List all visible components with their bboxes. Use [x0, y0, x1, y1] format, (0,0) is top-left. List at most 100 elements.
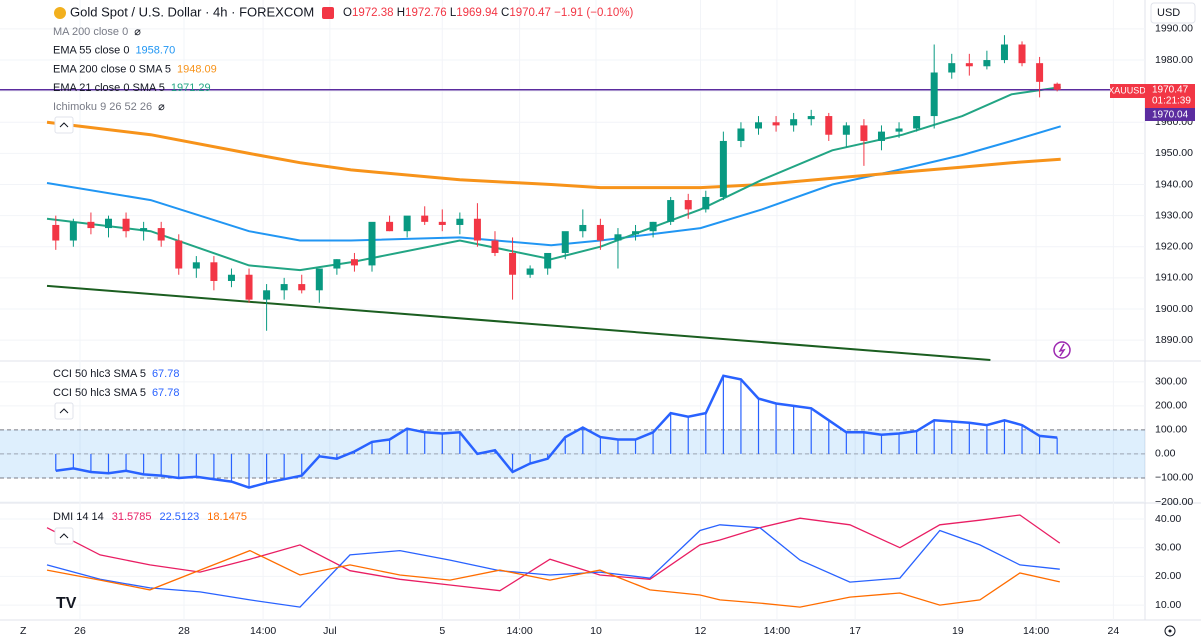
candle-body — [140, 228, 148, 232]
symbol-title[interactable]: Gold Spot / U.S. Dollar · 4h · FOREXCOM — [70, 4, 314, 19]
candle-body — [157, 228, 165, 241]
candle-body — [596, 224, 604, 241]
collapse-button[interactable] — [54, 402, 74, 420]
stat-label: O — [343, 7, 352, 19]
candle-body — [913, 116, 921, 129]
stat-value: 1972.38 — [352, 7, 394, 19]
symbol-icon — [54, 7, 66, 19]
x-tick-label: 24 — [1108, 625, 1120, 637]
stat-value: 1972.76 — [405, 7, 447, 19]
candle-body — [614, 234, 622, 241]
candle-body — [210, 262, 218, 281]
y-tick-label: 200.00 — [1155, 400, 1187, 412]
x-tick-label: 14:00 — [506, 625, 532, 637]
stat-label: H — [397, 7, 405, 19]
x-tick-label: 28 — [178, 625, 190, 637]
candle-body — [227, 274, 235, 281]
candle-body — [1018, 44, 1026, 64]
settings-icon[interactable] — [1164, 625, 1176, 637]
candle-body — [386, 221, 394, 232]
collapse-button[interactable] — [54, 527, 74, 545]
y-tick-label: 300.00 — [1155, 376, 1187, 388]
candle-body — [807, 116, 815, 120]
y-tick-label: 20.00 — [1155, 570, 1181, 582]
collapse-button[interactable] — [54, 116, 74, 134]
indicator-legend: CCI 50 hlc3 SMA 5 67.78 — [53, 368, 179, 380]
candle-body — [702, 196, 710, 210]
x-tick-label: 17 — [849, 625, 861, 637]
candle-body — [948, 63, 956, 73]
indicator-value: 22.5123 — [160, 511, 200, 523]
market-status[interactable] — [322, 7, 334, 19]
x-tick-label: Jul — [323, 625, 336, 637]
candle-body — [579, 224, 587, 232]
y-tick-label: 1950.00 — [1155, 147, 1193, 159]
candle-body — [491, 240, 499, 253]
y-tick-label: 100.00 — [1155, 424, 1187, 436]
candle-body — [526, 268, 534, 275]
dmi-line — [46, 549, 1060, 608]
candle-body — [561, 231, 569, 253]
x-tick-label: 5 — [439, 625, 445, 637]
indicator-value: 1971.29 — [171, 82, 211, 94]
dmi-line — [46, 524, 1060, 608]
x-tick-label: 19 — [952, 625, 964, 637]
candle-body — [895, 128, 903, 132]
candle-body — [930, 72, 938, 117]
candle-body — [368, 221, 376, 266]
logo[interactable]: TV — [56, 595, 77, 612]
indicator-legend: EMA 200 close 0 SMA 5 1948.09 — [53, 63, 217, 75]
candle-body — [192, 262, 200, 269]
candle-body — [860, 125, 868, 141]
candle-body — [245, 274, 253, 300]
candle-body — [333, 259, 341, 269]
alert-icon[interactable] — [1053, 341, 1071, 359]
hidden-icon: ⌀ — [134, 26, 141, 38]
zoom-button[interactable]: Z — [20, 625, 27, 637]
candle-body — [825, 116, 833, 135]
hidden-icon: ⌀ — [158, 101, 165, 113]
moving-average — [46, 86, 1061, 272]
candle-body — [122, 218, 130, 232]
x-tick-label: 10 — [590, 625, 602, 637]
candle-body — [403, 215, 411, 232]
stat-value: 1969.94 — [456, 7, 498, 19]
candle-body — [280, 284, 288, 291]
indicator-name: DMI 14 14 — [53, 511, 104, 523]
candle-body — [965, 63, 973, 67]
candle-body — [104, 218, 112, 229]
candle-body — [772, 122, 780, 126]
y-tick-label: 1900.00 — [1155, 303, 1193, 315]
indicator-value: 1958.70 — [135, 45, 175, 57]
y-tick-label: 30.00 — [1155, 542, 1181, 554]
y-tick-label: 40.00 — [1155, 513, 1181, 525]
change: −1.91 (−0.10%) — [554, 7, 633, 19]
last-price-label: 1970.47 — [1152, 85, 1189, 96]
stat-label: C — [501, 7, 509, 19]
candle-body — [473, 218, 481, 241]
cci-line — [55, 374, 1058, 489]
candle-body — [298, 284, 306, 291]
currency-button[interactable] — [1150, 2, 1196, 24]
indicator-value: 67.78 — [152, 387, 180, 399]
candle-body — [719, 140, 727, 197]
trendline — [46, 284, 991, 361]
y-tick-label: 0.00 — [1155, 448, 1176, 460]
currency[interactable]: USD — [1157, 7, 1180, 19]
indicator-name: Ichimoku 9 26 52 26 — [53, 101, 152, 113]
candle-body — [983, 60, 991, 67]
candle-body — [350, 259, 358, 266]
indicator-value: 67.78 — [152, 368, 180, 380]
indicator-legend: EMA 55 close 0 1958.70 — [53, 45, 175, 57]
y-tick-label: 1980.00 — [1155, 54, 1193, 66]
ohlc: O1972.38 H1972.76 L1969.94 C1970.47 −1.9… — [343, 7, 634, 19]
indicator-name: MA 200 close 0 — [53, 26, 128, 38]
candle-body — [315, 268, 323, 291]
ema-badge-text: 1970.04 — [1152, 110, 1189, 121]
symbol-badge-text: XAUUSD — [1108, 85, 1146, 95]
moving-average — [46, 120, 1061, 190]
candle-body — [175, 240, 183, 269]
y-tick-label: −100.00 — [1155, 472, 1193, 484]
